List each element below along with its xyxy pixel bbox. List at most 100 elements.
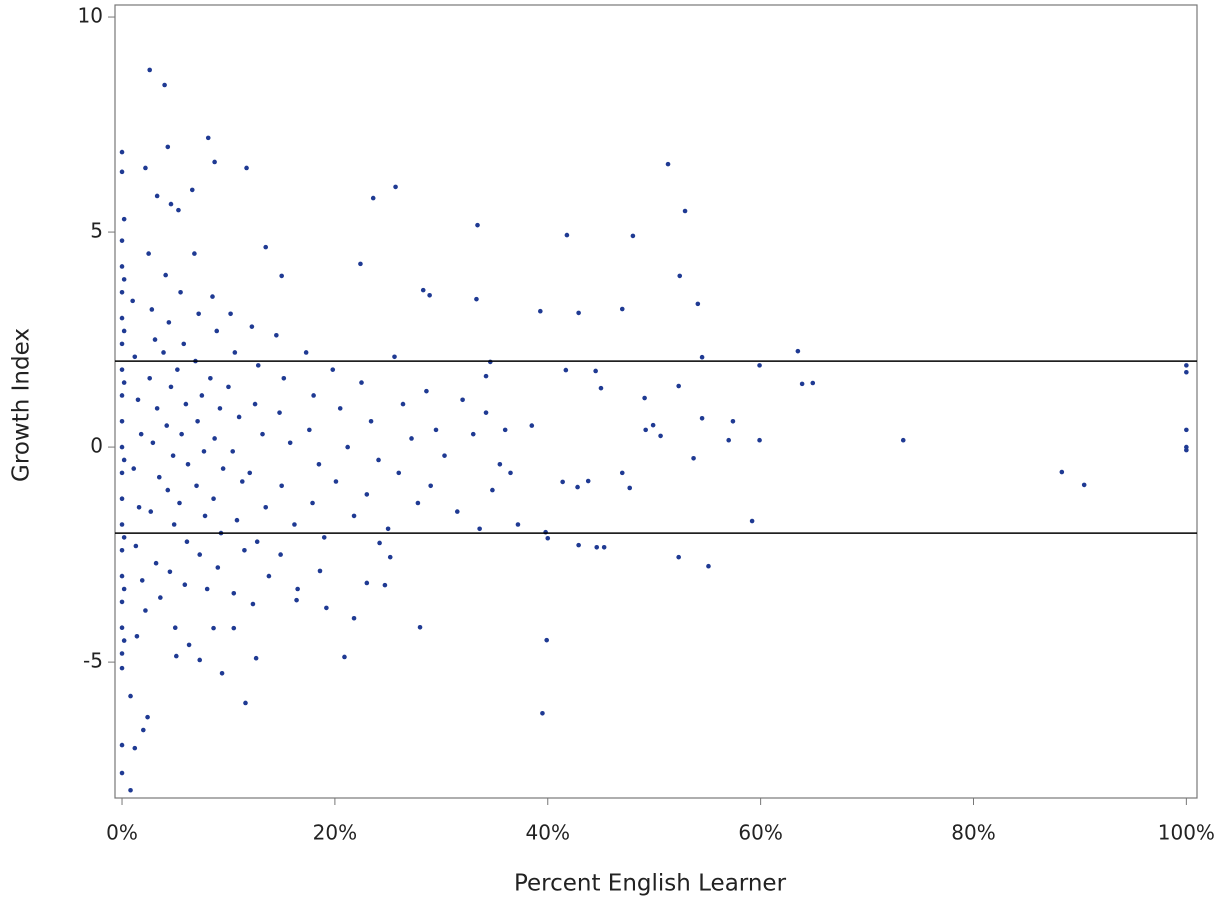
data-point: [165, 487, 171, 493]
data-point: [560, 479, 565, 485]
data-point: [749, 518, 755, 524]
data-point: [128, 693, 133, 699]
data-point: [279, 273, 284, 279]
data-point: [219, 670, 225, 676]
data-point: [359, 380, 364, 385]
data-point: [202, 513, 208, 519]
data-point: [252, 401, 258, 407]
data-point: [311, 393, 316, 398]
data-point: [119, 625, 125, 631]
data-point: [515, 522, 521, 527]
data-point: [342, 654, 347, 660]
data-point: [274, 332, 279, 338]
data-point: [175, 367, 180, 372]
data-point: [576, 310, 581, 316]
data-point: [244, 165, 249, 171]
data-point: [211, 496, 216, 501]
data-point: [143, 608, 148, 613]
data-point: [1184, 363, 1189, 368]
y-tick-label: 5: [90, 219, 103, 243]
data-point: [179, 431, 184, 437]
data-point: [153, 560, 159, 566]
data-point: [576, 542, 581, 548]
data-point: [217, 406, 223, 411]
data-point: [317, 568, 323, 574]
data-point: [642, 395, 647, 401]
data-point: [627, 485, 633, 491]
data-point: [508, 470, 513, 476]
data-point: [1184, 427, 1189, 433]
data-point: [149, 307, 155, 312]
data-point: [119, 665, 125, 671]
data-point: [166, 320, 172, 325]
data-point: [192, 251, 197, 256]
data-point: [121, 638, 127, 643]
data-point: [253, 655, 259, 661]
data-point: [119, 651, 125, 656]
data-point: [143, 165, 148, 171]
data-point: [382, 582, 388, 588]
data-point: [540, 710, 545, 716]
data-point: [119, 770, 125, 776]
y-tick-label: 10: [78, 4, 103, 28]
data-point: [585, 478, 591, 484]
data-point: [236, 414, 242, 420]
data-point: [167, 569, 173, 575]
data-point: [243, 700, 248, 706]
data-point: [333, 479, 339, 484]
data-point: [186, 642, 192, 648]
data-point: [185, 461, 191, 467]
data-point: [281, 375, 287, 381]
data-point: [119, 522, 125, 527]
x-tick-label: 0%: [106, 821, 138, 845]
data-point: [162, 82, 167, 88]
data-point: [387, 554, 393, 560]
data-point: [147, 67, 152, 73]
data-point: [133, 543, 139, 549]
data-point: [497, 461, 503, 467]
data-point: [161, 350, 166, 355]
data-point: [900, 437, 906, 443]
data-point: [168, 201, 174, 207]
data-point: [197, 552, 203, 557]
data-point: [483, 410, 489, 415]
data-point: [345, 444, 350, 450]
data-point: [170, 453, 176, 458]
x-axis-title: Percent English Learner: [514, 871, 787, 897]
data-point: [427, 292, 432, 298]
data-point: [294, 597, 299, 603]
data-point: [1184, 369, 1189, 375]
data-point: [475, 222, 480, 228]
x-tick-label: 40%: [526, 821, 570, 845]
data-point: [699, 415, 705, 421]
data-point: [255, 363, 261, 368]
data-point: [181, 341, 187, 347]
data-point: [368, 418, 374, 424]
data-point: [172, 625, 178, 631]
data-point: [150, 440, 156, 446]
data-point: [174, 653, 179, 659]
data-point: [1184, 444, 1189, 450]
data-point: [409, 436, 414, 441]
data-point: [168, 384, 174, 390]
data-point: [377, 540, 382, 546]
data-point: [650, 422, 656, 428]
data-point: [134, 634, 140, 639]
data-point: [699, 354, 705, 360]
data-point: [376, 457, 381, 463]
data-point: [228, 311, 233, 317]
data-point: [726, 437, 731, 443]
data-point: [601, 544, 607, 550]
plot-frame: [114, 4, 1198, 799]
data-point: [795, 348, 801, 354]
data-point: [278, 552, 283, 557]
data-point: [351, 513, 357, 519]
data-point: [205, 135, 211, 141]
data-point: [121, 380, 127, 385]
data-point: [147, 375, 152, 381]
data-point: [433, 427, 439, 433]
data-point: [676, 554, 681, 560]
data-point: [197, 657, 203, 663]
data-point: [417, 624, 423, 630]
